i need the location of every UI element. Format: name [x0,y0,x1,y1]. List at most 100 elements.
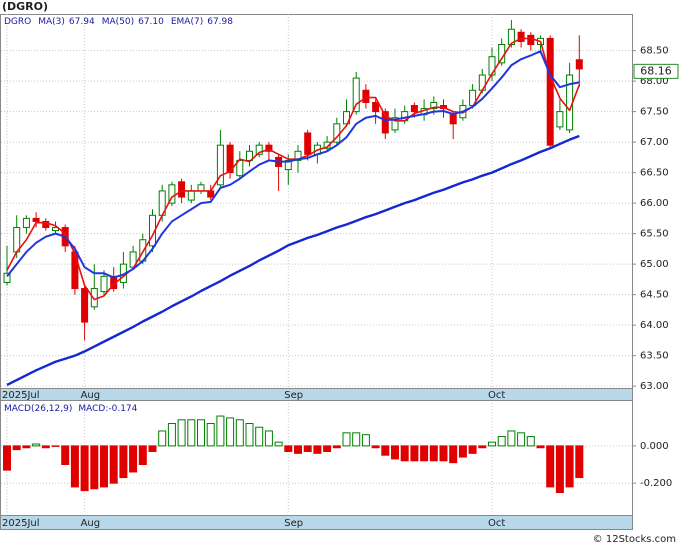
macd-bar [148,445,157,452]
candle-body [255,144,263,155]
ma-line [6,134,580,387]
y-tick-label: 68.50 [640,46,669,57]
macd-bar [167,423,176,447]
macd-bar [565,445,574,488]
macd-bar [206,423,215,447]
macd-bar [371,445,380,449]
legend: MACD(26,12,9) MACD:-0.174 [4,404,138,414]
candle-body [352,77,360,113]
macd-bar [526,436,535,447]
y-tick-label: 64.00 [640,320,669,331]
x-tick-label: 2025Jul [2,518,40,529]
legend-value: 67.98 [207,17,233,27]
legend-value: 67.10 [138,17,164,27]
macd-bar [546,445,555,488]
macd-bar [381,445,390,456]
candle-body [81,288,89,323]
date-strip [0,515,633,530]
x-tick-label: Aug [81,390,101,401]
candle-body [546,37,554,146]
candle-body [216,144,224,186]
price-tag-label: 68.16 [640,64,672,77]
candle-body [381,111,389,134]
macd-bar [90,445,99,490]
macd-bar [255,426,264,447]
candle-body [304,132,312,155]
candle-body [498,44,506,64]
macd-bar [478,445,487,449]
y-tick-label: 66.00 [640,198,669,209]
macd-bar [507,430,516,447]
x-tick-label: Sep [284,390,303,401]
macd-bar [497,436,506,447]
macd-bar [187,419,196,447]
candle-body [449,114,457,125]
candle-body [265,144,273,152]
macd-bar [245,423,254,447]
candle-body [207,190,215,198]
y-tick-label: 64.50 [640,290,669,301]
legend: DGRO MA(3) 67.94 MA(50) 67.10 EMA(7) 67.98 [4,17,233,27]
candle-body [323,141,331,149]
macd-bar [274,441,283,447]
macd-bar [22,445,31,449]
macd-bar [32,443,41,447]
macd-value: MACD:-0.174 [78,404,137,414]
candle-body [391,117,399,131]
macd-bar [284,445,293,452]
ma-line [6,50,580,279]
candle-body [168,184,176,204]
macd-bar [197,419,205,447]
y-tick-label: 63.00 [640,381,669,392]
macd-bar [517,432,526,447]
macd-bar [352,432,361,447]
macd-title: MACD(26,12,9) [4,404,72,414]
macd-bar [12,445,21,451]
legend-entry: MA(50) [102,17,134,27]
macd-bar [458,445,467,458]
macd-bar [555,445,564,493]
candle-body [187,190,195,201]
macd-bar [449,445,458,464]
macd-bar [226,417,235,447]
macd-bar [80,445,89,492]
macd-bar [420,445,429,462]
macd-bar [313,445,322,454]
x-tick-label: 2025Jul [2,390,40,401]
candle-body [32,217,40,222]
y-tick-label: 65.00 [640,259,669,270]
price-tag [633,63,679,79]
macd-bar [138,445,147,466]
macd-bar [429,445,438,462]
legend-symbol: DGRO [4,17,31,27]
y-tick-label: -0.200 [640,478,672,489]
x-tick-label: Oct [488,390,505,401]
macd-bar [361,434,370,447]
macd-bar [158,430,167,447]
candle-body [42,220,50,229]
macd-bar [303,445,312,452]
legend-entry: MA(3) [38,17,65,27]
x-tick-label: Sep [284,518,303,529]
candle-body [226,144,234,174]
candle-body [100,275,108,293]
candle-body [575,59,583,70]
y-tick-label: 67.00 [640,137,669,148]
legend-entry: EMA(7) [171,17,203,27]
candle-body [527,34,535,46]
macd-bar [294,445,302,454]
candle-body [178,181,186,198]
candle-body [284,159,292,171]
macd-bar [177,419,186,447]
candle-body [488,56,496,76]
candle-body [517,31,525,42]
macd-bar [3,445,11,471]
candle-body [556,111,564,128]
candle-body [3,272,11,283]
candle-body [430,101,438,110]
macd-bar [235,419,244,447]
macd-bar [488,441,496,447]
macd-bar [41,445,50,449]
x-tick-label: Oct [488,518,505,529]
